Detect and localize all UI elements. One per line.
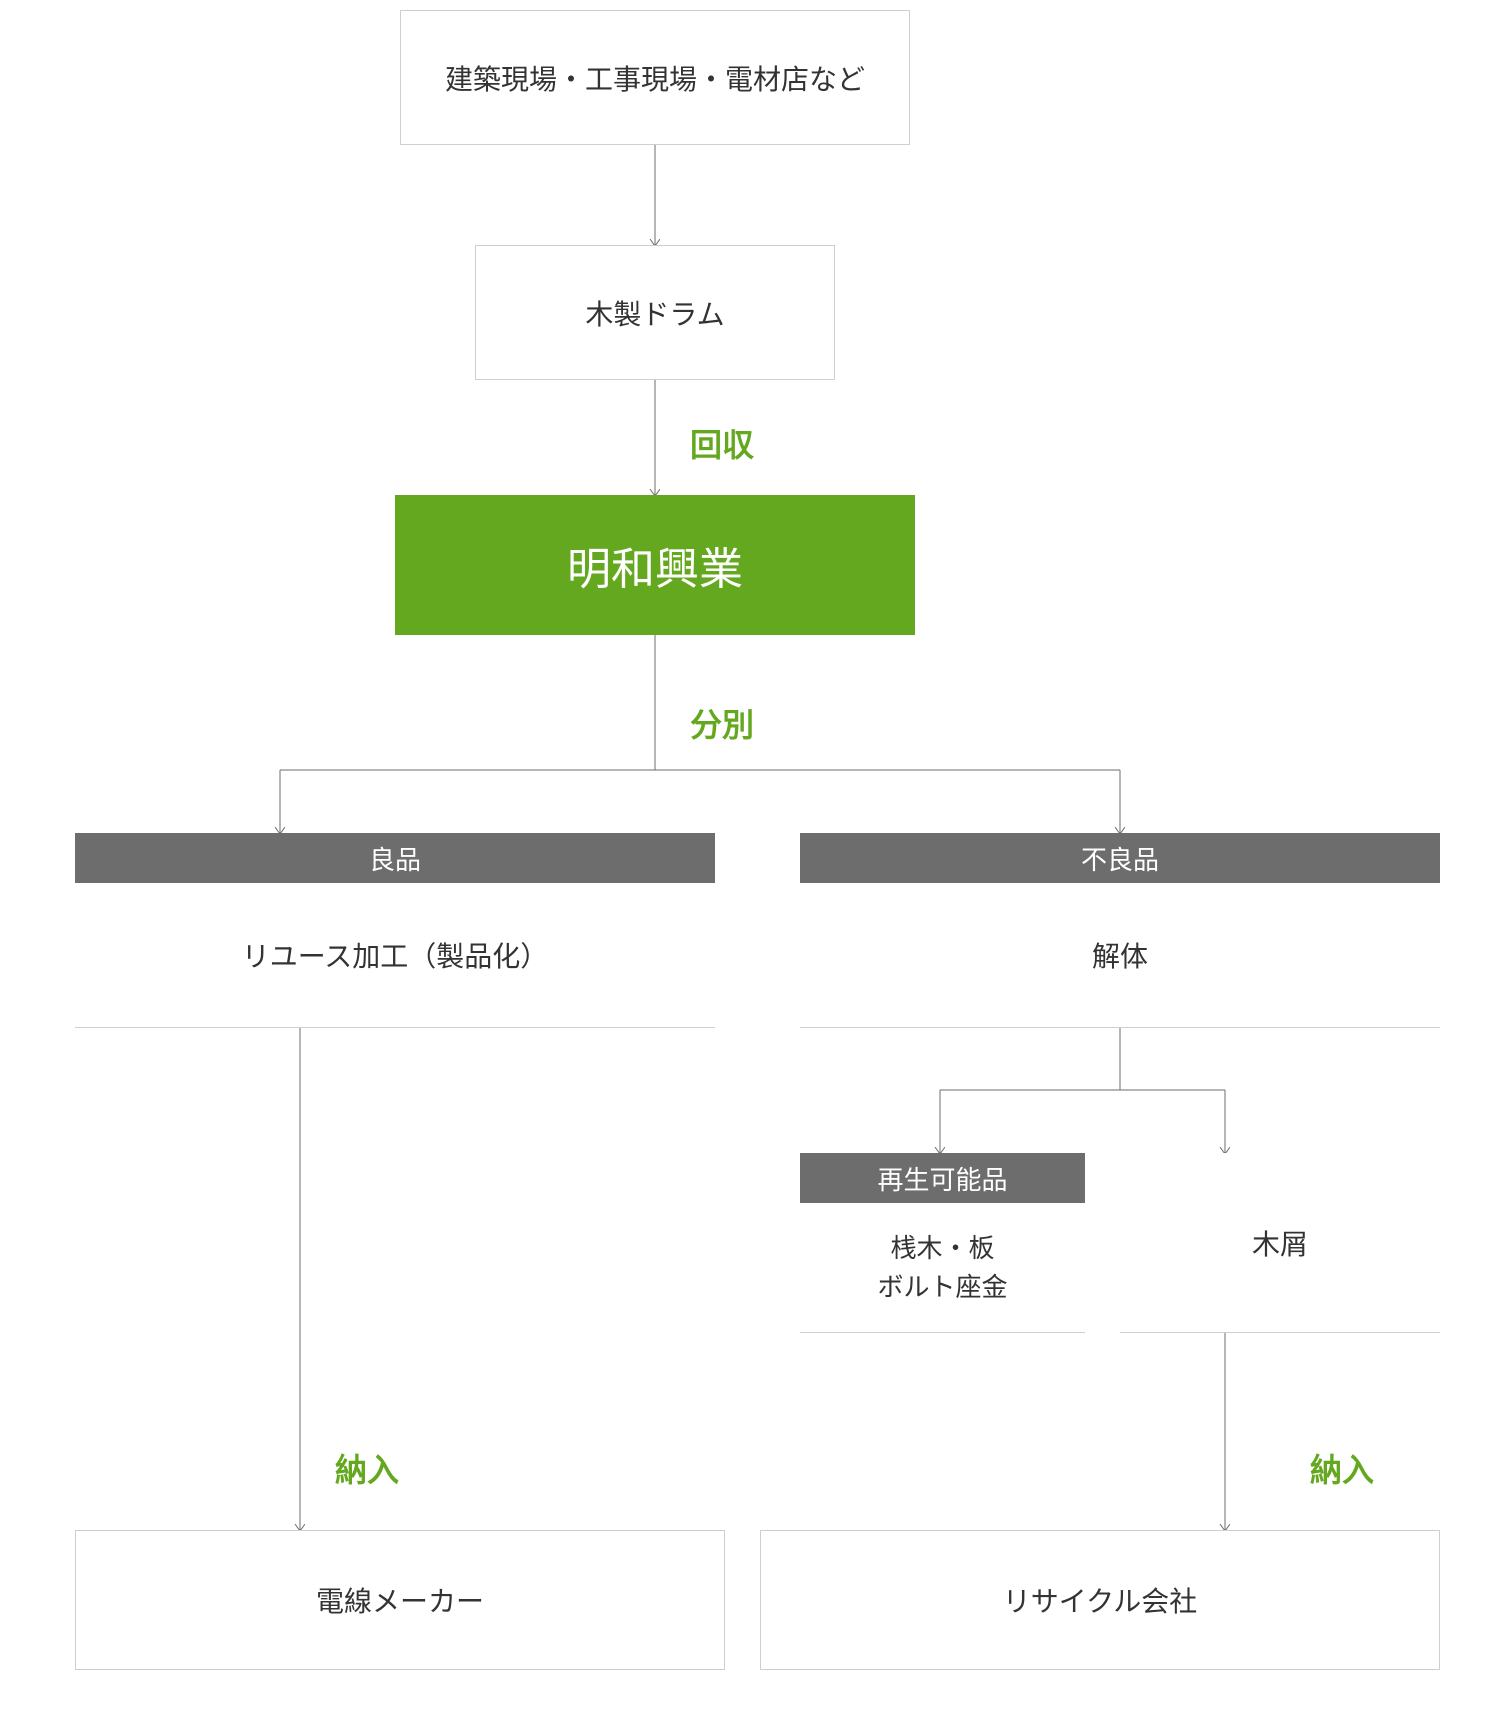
node-dest-left-label: 電線メーカー [316,1580,484,1620]
edge-label-deliver-right-text: 納入 [1310,1452,1374,1488]
edge-label-deliver-left: 納入 [335,1445,399,1491]
edge-label-sort-text: 分別 [690,707,754,743]
node-company-label: 明和興業 [567,533,743,597]
node-dest-right-label: リサイクル会社 [1003,1580,1198,1620]
node-good-body: リユース加工（製品化） [75,883,715,1028]
node-sawdust-label: 木屑 [1252,1223,1308,1263]
node-bad-body-label: 解体 [1092,935,1148,975]
header-bad: 不良品 [800,833,1440,883]
header-good-label: 良品 [369,840,421,877]
node-wooden-drum-label: 木製ドラム [585,293,724,333]
edge-label-collect-text: 回収 [690,427,754,463]
node-dest-right: リサイクル会社 [760,1530,1440,1670]
edge-label-deliver-left-text: 納入 [335,1452,399,1488]
node-recyclable-body-label: 桟木・板 ボルト座金 [877,1229,1007,1307]
edge-label-collect: 回収 [690,420,754,466]
node-wooden-drum: 木製ドラム [475,245,835,380]
edge-label-deliver-right: 納入 [1310,1445,1374,1491]
node-dest-left: 電線メーカー [75,1530,725,1670]
node-bad-body: 解体 [800,883,1440,1028]
header-recyclable: 再生可能品 [800,1153,1085,1203]
node-sawdust: 木屑 [1120,1153,1440,1333]
header-good: 良品 [75,833,715,883]
node-good-body-label: リユース加工（製品化） [242,935,549,975]
node-sources: 建築現場・工事現場・電材店など [400,10,910,145]
edge-label-sort: 分別 [690,700,754,746]
node-sources-label: 建築現場・工事現場・電材店など [445,58,865,98]
header-bad-label: 不良品 [1081,840,1159,877]
node-recyclable-body: 桟木・板 ボルト座金 [800,1203,1085,1333]
node-company: 明和興業 [395,495,915,635]
header-recyclable-label: 再生可能品 [877,1160,1007,1197]
